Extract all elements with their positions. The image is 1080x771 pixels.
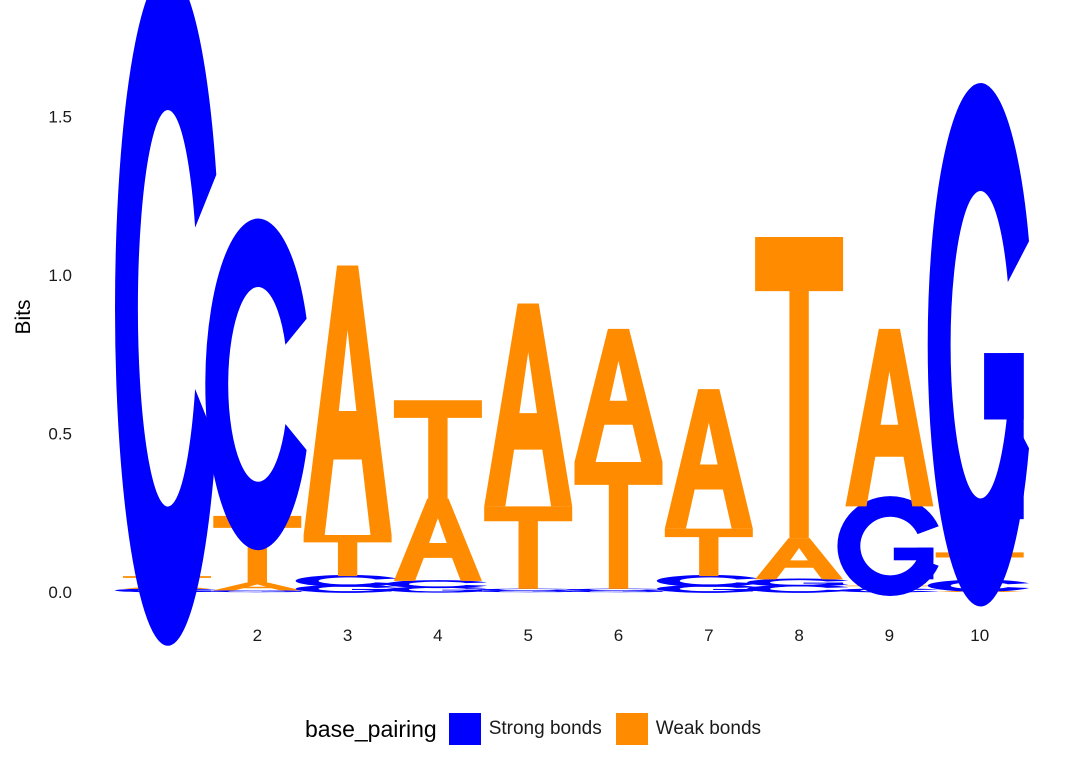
- y-axis-title: Bits: [12, 299, 35, 334]
- letter-A-position-6: [574, 328, 663, 463]
- letter-T-position-5: [484, 506, 573, 589]
- letter-C-position-3: [295, 574, 397, 587]
- letter-G-position-5: [476, 590, 578, 593]
- sequence-logo-chart: 0.00.51.01.5 1 2 3 4 5 6 7 8 9 10 Bits: [12, 0, 1029, 646]
- letter-A-position-2: [213, 582, 302, 591]
- letter-T-position-8: [755, 236, 844, 539]
- letter-stacks: [115, 0, 1029, 646]
- logo-column-9: [837, 328, 939, 596]
- letter-A-position-7: [664, 389, 753, 529]
- letter-A-position-3: [303, 265, 392, 535]
- legend-label-strong-bonds: Strong bonds: [488, 718, 602, 739]
- y-axis: 0.0 0.5 1.0 1.5: [48, 108, 72, 603]
- letter-G-position-2: [205, 590, 307, 593]
- legend-label-weak-bonds: Weak bonds: [655, 718, 762, 739]
- x-tick-label: 9: [885, 626, 894, 645]
- legend: base_pairing Strong bonds Weak bonds: [0, 706, 1080, 752]
- letter-C-position-7: [657, 574, 759, 587]
- y-tick-label: 1.0: [48, 266, 72, 285]
- letter-C-position-1: [115, 0, 217, 646]
- logo-column-1: [115, 0, 217, 646]
- logo-column-5: [476, 303, 578, 593]
- letter-C-position-6: [566, 588, 668, 591]
- logo-column-3: [295, 265, 397, 593]
- letter-C-position-2: [205, 218, 307, 551]
- letter-T-position-6: [574, 462, 663, 589]
- logo-column-4: [386, 400, 488, 593]
- letter-A-position-8: [755, 538, 844, 580]
- x-axis: 1 2 3 4 5 6 7 8 9 10: [162, 626, 989, 645]
- letter-T-position-7: [664, 528, 753, 577]
- logo-column-10: [927, 83, 1029, 607]
- x-tick-label: 4: [433, 626, 442, 645]
- letter-G-position-8: [747, 578, 849, 587]
- letter-A-position-10: [935, 590, 1024, 592]
- letter-T-position-3: [303, 534, 392, 577]
- y-tick-label: 0.5: [48, 425, 72, 444]
- letter-A-position-5: [484, 303, 573, 507]
- logo-column-8: [747, 236, 849, 593]
- x-tick-label: 3: [343, 626, 352, 645]
- letter-C-position-8: [747, 584, 849, 593]
- letter-T-position-4: [393, 400, 482, 499]
- x-tick-label: 8: [794, 626, 803, 645]
- y-tick-label: 0.0: [48, 583, 72, 602]
- y-tick-label: 1.5: [48, 108, 72, 127]
- logo-column-2: [205, 218, 307, 593]
- letter-C-position-5: [476, 588, 578, 591]
- x-tick-label: 6: [614, 626, 623, 645]
- x-tick-label: 7: [704, 626, 713, 645]
- legend-title: base_pairing: [304, 715, 437, 742]
- letter-A-position-4: [393, 498, 482, 581]
- x-tick-label: 5: [523, 626, 532, 645]
- letter-G-position-6: [566, 590, 668, 593]
- x-tick-label: 10: [970, 626, 989, 645]
- legend-key-strong-bonds: [448, 713, 481, 745]
- letter-A-position-9: [845, 328, 934, 507]
- letter-G-position-9: [837, 496, 939, 596]
- letter-G-position-10: [927, 83, 1029, 607]
- logo-column-7: [657, 389, 759, 593]
- logo-column-6: [566, 328, 668, 593]
- letter-C-position-4: [386, 580, 488, 589]
- legend-key-weak-bonds: [615, 713, 648, 745]
- x-tick-label: 2: [253, 626, 262, 645]
